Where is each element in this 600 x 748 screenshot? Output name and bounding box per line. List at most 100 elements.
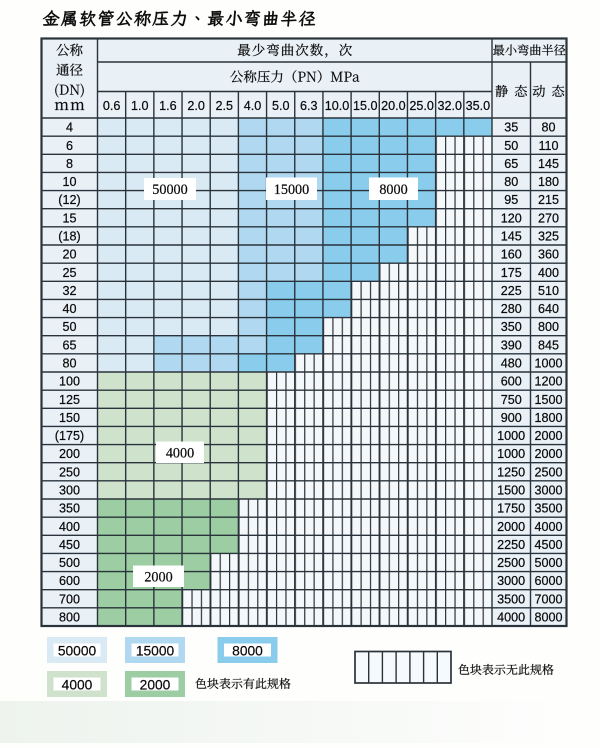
svg-text:15.0: 15.0 (353, 99, 378, 113)
svg-text:145: 145 (538, 157, 559, 171)
svg-text:350: 350 (501, 320, 522, 334)
svg-text:4000: 4000 (62, 677, 93, 692)
svg-text:100: 100 (59, 375, 80, 389)
svg-text:2500: 2500 (534, 465, 562, 479)
svg-text:1000: 1000 (497, 429, 525, 443)
svg-text:2000: 2000 (144, 570, 172, 586)
svg-text:80: 80 (504, 175, 518, 189)
svg-text:480: 480 (501, 357, 522, 371)
svg-text:1250: 1250 (497, 465, 525, 479)
svg-text:120: 120 (501, 211, 522, 225)
svg-text:95: 95 (504, 193, 518, 207)
svg-text:(12): (12) (58, 193, 80, 207)
svg-text:2.0: 2.0 (187, 99, 205, 113)
svg-text:750: 750 (501, 393, 522, 407)
svg-text:8: 8 (66, 157, 73, 171)
svg-text:1800: 1800 (534, 411, 562, 425)
svg-text:6: 6 (66, 139, 73, 153)
svg-text:0.6: 0.6 (103, 99, 121, 113)
svg-text:6000: 6000 (534, 574, 562, 588)
svg-text:700: 700 (59, 592, 80, 606)
svg-text:125: 125 (59, 393, 80, 407)
svg-text:20.0: 20.0 (381, 99, 406, 113)
svg-text:80: 80 (62, 357, 76, 371)
svg-text:270: 270 (538, 211, 559, 225)
svg-text:160: 160 (501, 248, 522, 262)
svg-text:1.0: 1.0 (131, 99, 149, 113)
svg-text:800: 800 (538, 320, 559, 334)
svg-text:65: 65 (62, 338, 76, 352)
svg-text:225: 225 (501, 284, 522, 298)
svg-text:4000: 4000 (166, 445, 194, 461)
svg-text:300: 300 (59, 484, 80, 498)
svg-text:180: 180 (538, 175, 559, 189)
svg-text:600: 600 (59, 574, 80, 588)
svg-text:20: 20 (62, 248, 76, 262)
svg-text:1000: 1000 (497, 447, 525, 461)
svg-text:390: 390 (501, 338, 522, 352)
svg-text:8000: 8000 (232, 643, 263, 658)
svg-text:325: 325 (538, 230, 559, 244)
svg-text:3500: 3500 (534, 502, 562, 516)
svg-text:4: 4 (66, 121, 73, 135)
svg-text:1500: 1500 (497, 484, 525, 498)
svg-text:2000: 2000 (140, 677, 171, 692)
svg-text:2.5: 2.5 (216, 99, 234, 113)
svg-text:1750: 1750 (497, 502, 525, 516)
svg-text:65: 65 (504, 157, 518, 171)
svg-text:5.0: 5.0 (272, 99, 290, 113)
svg-text:2000: 2000 (534, 429, 562, 443)
svg-text:900: 900 (501, 411, 522, 425)
svg-text:50: 50 (504, 139, 518, 153)
svg-text:4000: 4000 (497, 611, 525, 625)
svg-text:15000: 15000 (136, 643, 175, 658)
svg-text:600: 600 (501, 375, 522, 389)
svg-text:145: 145 (501, 230, 522, 244)
svg-text:3000: 3000 (534, 484, 562, 498)
svg-text:2250: 2250 (497, 538, 525, 552)
svg-text:4.0: 4.0 (244, 99, 262, 113)
svg-text:1.6: 1.6 (159, 99, 177, 113)
svg-text:200: 200 (59, 447, 80, 461)
svg-text:400: 400 (538, 266, 559, 280)
svg-text:400: 400 (59, 520, 80, 534)
svg-text:7000: 7000 (534, 592, 562, 606)
svg-text:350: 350 (59, 502, 80, 516)
svg-text:25: 25 (62, 266, 76, 280)
svg-text:32.0: 32.0 (437, 99, 462, 113)
svg-text:1200: 1200 (534, 375, 562, 389)
svg-text:15000: 15000 (274, 182, 309, 198)
svg-text:32: 32 (62, 284, 76, 298)
svg-text:450: 450 (59, 538, 80, 552)
svg-text:8000: 8000 (379, 182, 407, 198)
svg-text:4500: 4500 (534, 538, 562, 552)
svg-text:2000: 2000 (497, 520, 525, 534)
svg-text:6.3: 6.3 (300, 99, 318, 113)
svg-text:1000: 1000 (534, 357, 562, 371)
svg-text:5000: 5000 (534, 556, 562, 570)
svg-text:40: 40 (62, 302, 76, 316)
svg-text:110: 110 (538, 139, 558, 153)
svg-text:15: 15 (62, 211, 76, 225)
svg-text:150: 150 (59, 411, 80, 425)
svg-text:2000: 2000 (534, 447, 562, 461)
svg-text:500: 500 (59, 556, 80, 570)
svg-text:50000: 50000 (152, 182, 187, 198)
svg-text:2500: 2500 (497, 556, 525, 570)
svg-text:25.0: 25.0 (409, 99, 434, 113)
svg-text:250: 250 (59, 465, 80, 479)
svg-text:35: 35 (504, 121, 518, 135)
svg-text:80: 80 (541, 121, 555, 135)
svg-text:845: 845 (538, 338, 559, 352)
svg-text:50000: 50000 (58, 643, 97, 658)
svg-text:10: 10 (62, 175, 76, 189)
svg-text:50: 50 (62, 320, 76, 334)
svg-text:1500: 1500 (534, 393, 562, 407)
svg-text:800: 800 (59, 611, 80, 625)
svg-text:280: 280 (501, 302, 522, 316)
svg-text:(18): (18) (58, 230, 80, 244)
svg-text:35.0: 35.0 (466, 99, 491, 113)
svg-text:175: 175 (501, 266, 522, 280)
svg-text:640: 640 (538, 302, 559, 316)
svg-text:4000: 4000 (534, 520, 562, 534)
